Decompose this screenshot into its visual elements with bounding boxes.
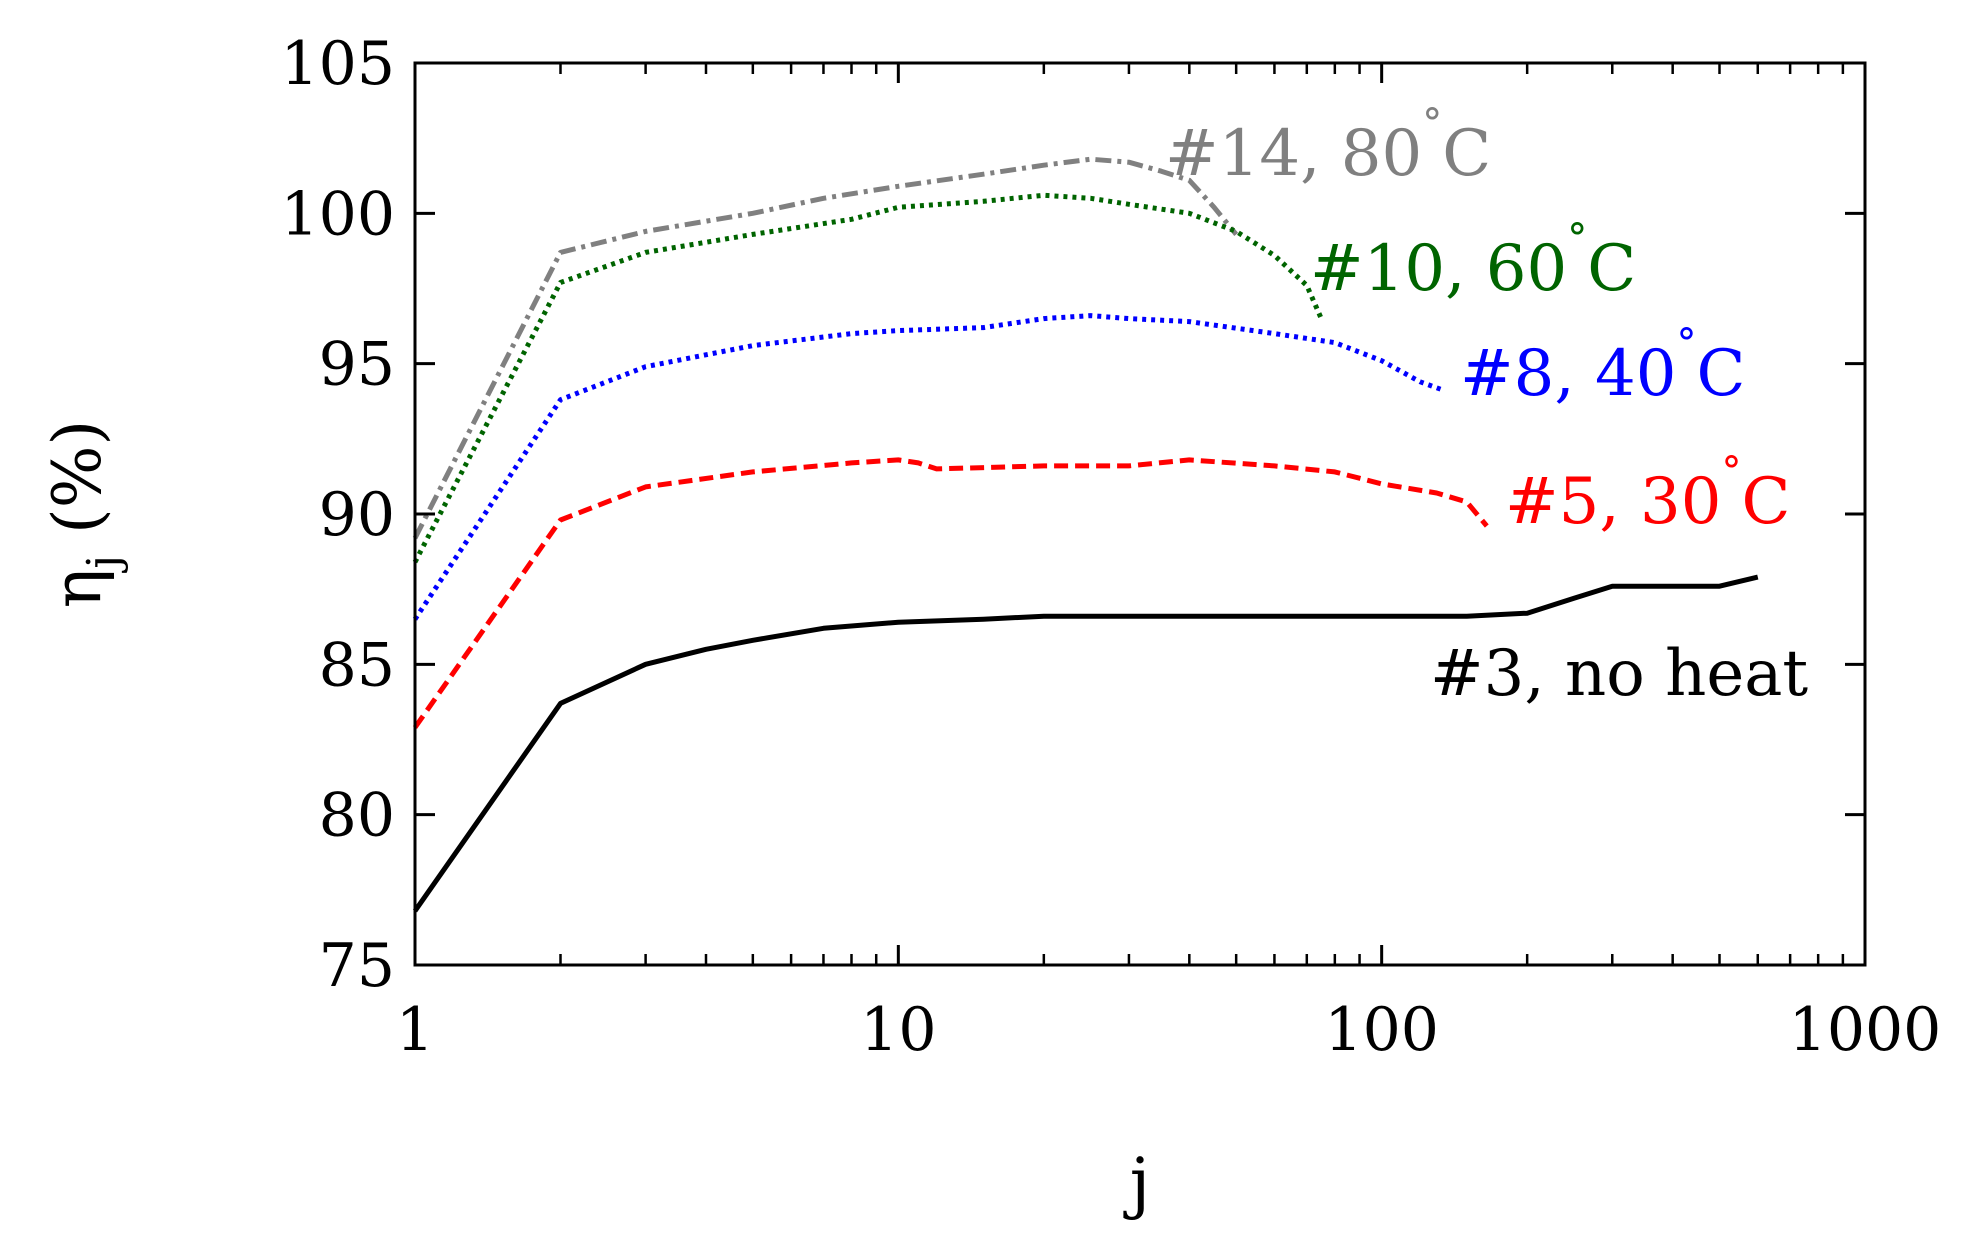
x-tick-label: 1: [396, 995, 434, 1065]
series-line: [412, 313, 1446, 621]
series-label: #5, 30°C: [1505, 449, 1790, 539]
y-axis-label-text: ηj (%): [39, 420, 129, 608]
series-label: #8, 40°C: [1460, 321, 1745, 411]
y-axis-label: ηj (%): [39, 420, 129, 608]
y-tick-label: 80: [319, 781, 395, 851]
series-label: #14, 80°C: [1165, 101, 1491, 191]
y-tick-label: 85: [319, 630, 395, 700]
series-label: #3, no heat: [1430, 637, 1808, 711]
y-tick-label: 100: [280, 179, 395, 249]
series-line: [412, 192, 1324, 564]
x-tick-label: 1000: [1789, 995, 1942, 1065]
series-labels: #14, 80°C #10, 60°C #8, 40°C #5, 30°C #3, no…: [1165, 101, 1808, 711]
series-line: [412, 457, 1489, 729]
x-tick-label: 10: [860, 995, 936, 1065]
series-layer: [412, 156, 1759, 913]
y-tick-label: 75: [319, 931, 395, 1001]
series-label: #10, 60°C: [1310, 216, 1636, 306]
series-line: [412, 156, 1239, 540]
x-axis-label: j: [1123, 1144, 1150, 1221]
y-tick-label: 90: [319, 480, 395, 550]
series-line: [412, 574, 1759, 913]
y-tick-label: 95: [319, 330, 395, 400]
x-tick-label: 100: [1324, 995, 1439, 1065]
y-tick-label: 105: [280, 29, 395, 99]
